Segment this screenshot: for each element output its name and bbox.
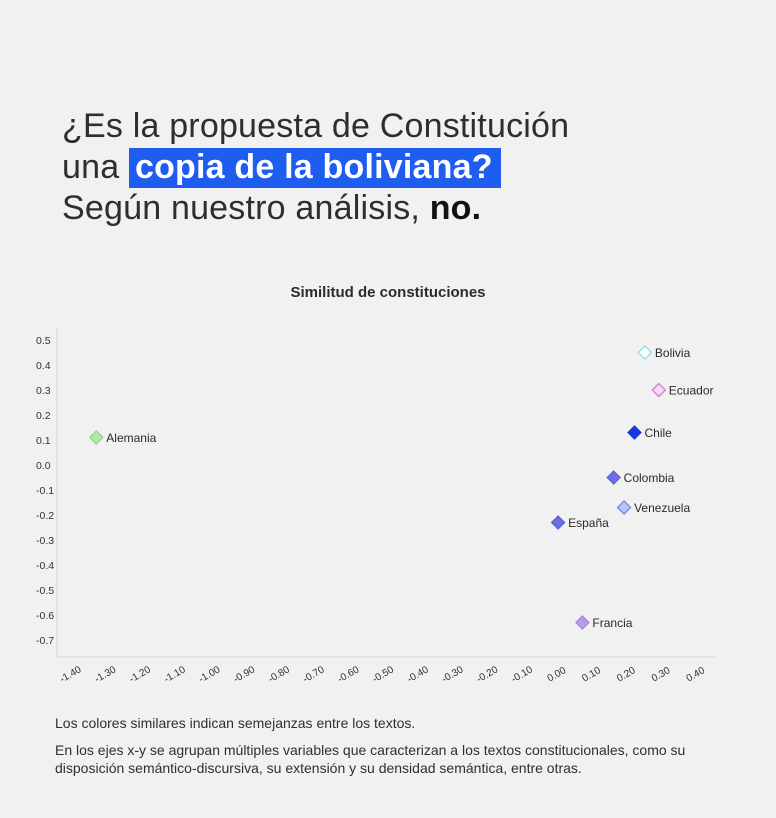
x-tick-label: 0.00	[546, 665, 569, 684]
x-tick-label: -1.20	[128, 664, 154, 685]
headline-answer: no.	[429, 189, 482, 227]
point-label-bolivia: Bolivia	[655, 346, 691, 360]
point-label-francia: Francia	[592, 616, 632, 630]
x-tick-label: -0.10	[510, 664, 536, 685]
x-tick-label: -1.10	[162, 664, 188, 685]
point-label-alemania: Alemania	[106, 431, 156, 445]
x-tick-label: -0.60	[336, 664, 362, 685]
chart-title: Similitud de constituciones	[290, 284, 486, 301]
x-tick-label: -0.40	[405, 664, 431, 685]
y-tick-label: 0.2	[36, 410, 51, 422]
point-label-chile: Chile	[645, 426, 673, 440]
y-tick-label: -0.5	[36, 585, 54, 597]
point-label-ecuador: Ecuador	[669, 384, 714, 398]
headline-line-2-prefix: una	[62, 148, 129, 186]
x-tick-label: -0.50	[371, 664, 397, 685]
note-axes: En los ejes x-y se agrupan múltiples var…	[55, 742, 686, 776]
y-tick-label: 0.3	[36, 385, 51, 397]
y-tick-label: -0.1	[36, 485, 54, 497]
data-point-bolivia	[637, 345, 653, 360]
point-label-colombia: Colombia	[624, 471, 675, 485]
data-point-alemania	[88, 430, 104, 445]
scatter-chart: 0.5 0.4 0.3 0.2 0.1 0.0 -0.1 -0.2 -0.3 -0.4 -0.5 -0…	[36, 327, 715, 685]
point-label-españa: España	[568, 516, 609, 530]
headline: ¿Es la propuesta de Constitución una cop…	[62, 106, 569, 229]
headline-line-3-prefix: Según nuestro análisis,	[62, 189, 430, 227]
headline-line-3: Según nuestro análisis, no.	[62, 188, 569, 229]
data-point-venezuela	[616, 500, 632, 515]
note-colors: Los colores similares indican semejanzas…	[55, 715, 416, 731]
x-tick-label: -0.30	[440, 664, 466, 685]
x-tick-label: -1.40	[58, 664, 84, 685]
y-tick-label: -0.6	[36, 610, 54, 622]
headline-line-1: ¿Es la propuesta de Constitución	[62, 107, 570, 145]
y-tick-label: -0.7	[36, 635, 54, 647]
point-label-venezuela: Venezuela	[634, 501, 690, 515]
x-tick-label: 0.10	[580, 665, 603, 684]
x-tick-label: -0.20	[475, 664, 501, 685]
headline-line-2: una copia de la boliviana?	[62, 147, 569, 188]
headline-highlight: copia de la boliviana?	[128, 148, 501, 188]
chart-notes: Los colores similares indican semejanzas…	[55, 714, 695, 786]
x-tick-label: -1.00	[197, 664, 223, 685]
data-point-chile	[627, 425, 642, 440]
data-point-españa	[550, 515, 566, 530]
data-point-francia	[575, 615, 590, 630]
y-tick-label: -0.3	[36, 535, 54, 547]
y-tick-label: 0.1	[36, 435, 51, 447]
y-tick-label: 0.4	[36, 360, 51, 372]
y-tick-label: -0.4	[36, 560, 54, 572]
data-point-colombia	[606, 470, 622, 485]
y-tick-label: 0.0	[36, 460, 51, 472]
data-point-ecuador	[651, 382, 667, 398]
y-tick-label: -0.2	[36, 510, 54, 522]
x-tick-label: -0.90	[232, 664, 258, 685]
x-tick-label: 0.30	[650, 665, 673, 684]
x-tick-label: 0.40	[685, 665, 708, 684]
x-tick-label: 0.20	[615, 665, 638, 684]
x-tick-label: -0.70	[301, 664, 327, 685]
x-tick-label: -0.80	[266, 664, 292, 685]
y-tick-label: 0.5	[36, 335, 51, 347]
x-tick-label: -1.30	[93, 664, 119, 685]
